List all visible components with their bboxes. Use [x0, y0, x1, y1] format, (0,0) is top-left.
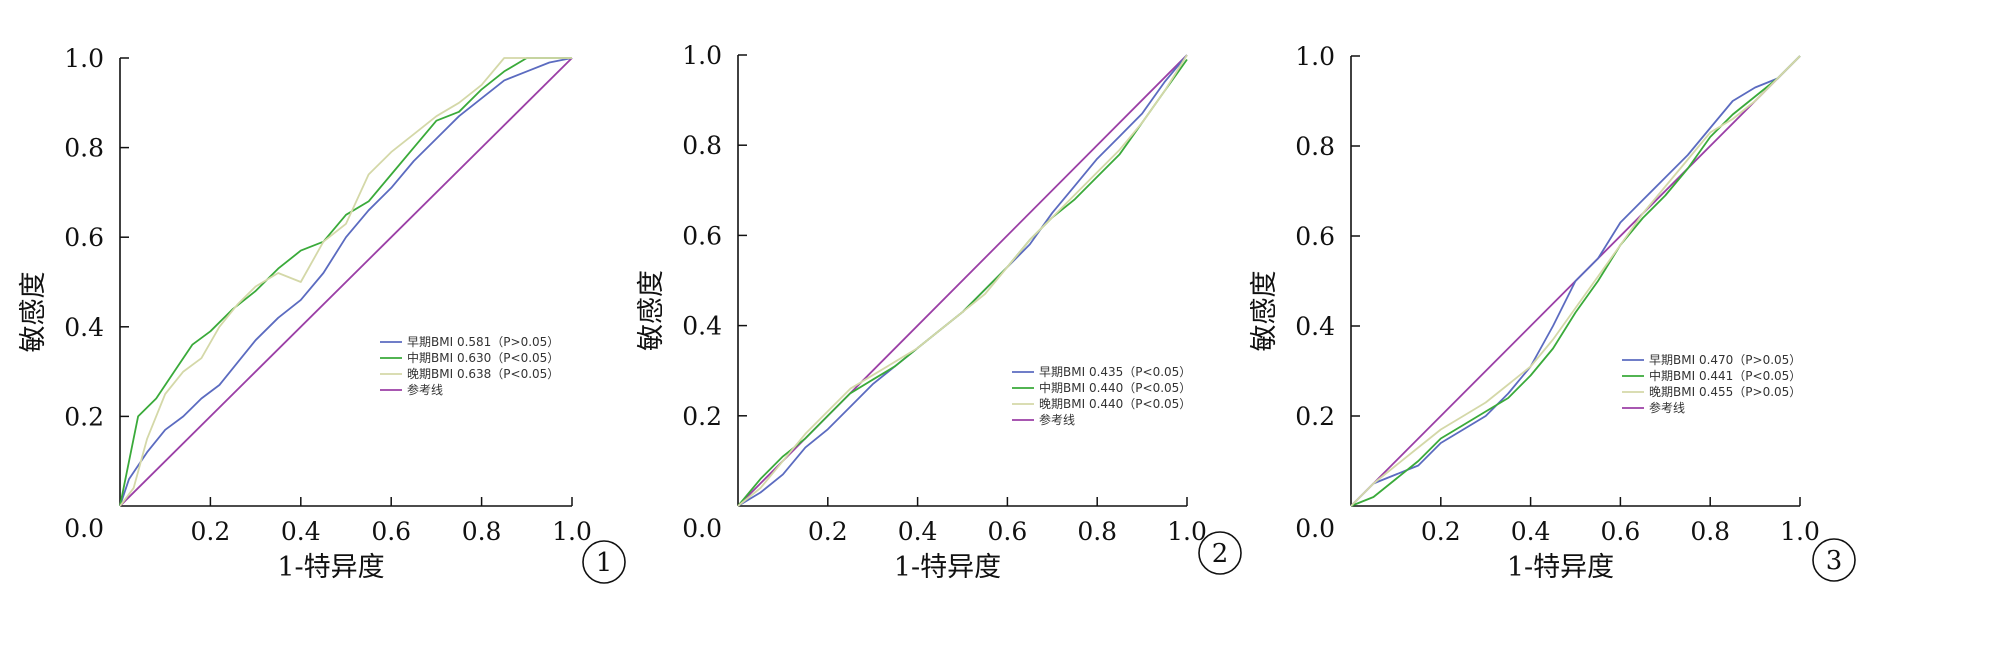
x-tick-label: 0.6	[1601, 517, 1641, 546]
y-tick-label: 0.6	[682, 221, 722, 250]
x-tick-label: 1.0	[1780, 517, 1820, 546]
x-tick-label: 0.2	[1421, 517, 1461, 546]
x-tick-label: 1.0	[552, 517, 592, 546]
chart-panel-3: 0.2 0.4 0.6 0.8 1.0 0.2 0.4 0.6 0.8 1.0 0.0 1-特异度 敏感…	[1249, 42, 1856, 583]
y-tick-label: 0.6	[64, 223, 104, 252]
badge-circle	[1812, 538, 1856, 582]
x-tick-label: 0.8	[1690, 517, 1730, 546]
legend-label: 中期BMI 0.630（P<0.05）	[407, 350, 559, 365]
chart-panel-2: 0.2 0.4 0.6 0.8 1.0 0.2 0.4 0.6 0.8 1.0 0.0 1-特异度 敏感…	[636, 41, 1242, 583]
x-tick-label: 0.8	[1077, 517, 1117, 546]
panel-number-badge: 3	[1812, 538, 1856, 582]
legend: 早期BMI 0.581（P>0.05）中期BMI 0.630（P<0.05） 晚期…	[380, 335, 559, 397]
x-axis-title: 1-特异度	[1507, 552, 1614, 583]
legend-label: 早期BMI 0.581（P>0.05）	[407, 335, 559, 349]
y-tick-label: 1.0	[682, 41, 722, 70]
y-axis-title: 敏感度	[1249, 271, 1280, 352]
legend-label: 早期BMI 0.470（P>0.05）	[1649, 353, 1801, 367]
x-tick-label: 0.2	[191, 517, 231, 546]
series-line-3	[1350, 55, 1801, 507]
legend-label: 参考线	[407, 382, 443, 397]
y-axis-title: 敏感度	[18, 272, 49, 353]
legend-label: 中期BMI 0.441（P<0.05）	[1649, 368, 1801, 383]
legend-label: 晚期BMI 0.638（P<0.05）	[407, 367, 559, 381]
legend-label: 中期BMI 0.440（P<0.05）	[1039, 380, 1191, 395]
legend-label: 晚期BMI 0.455（P>0.05）	[1649, 385, 1801, 399]
y-tick-label: 0.4	[64, 313, 104, 342]
origin-label: 0.0	[1295, 514, 1335, 543]
x-tick-label: 0.6	[371, 517, 411, 546]
x-tick-label: 0.4	[898, 517, 938, 546]
origin-label: 0.0	[64, 514, 104, 543]
y-axis-title: 敏感度	[636, 270, 667, 351]
badge-number: 1	[596, 548, 613, 578]
series-line-3	[737, 54, 1188, 507]
y-tick-label: 0.2	[64, 402, 104, 431]
y-tick-label: 0.4	[682, 312, 722, 341]
legend: 早期BMI 0.470（P>0.05）中期BMI 0.441（P<0.05） 晚期…	[1622, 353, 1801, 415]
series-line-1	[119, 57, 573, 507]
y-tick-label: 1.0	[1295, 42, 1335, 71]
y-tick-label: 0.8	[682, 131, 722, 160]
legend-label: 参考线	[1039, 412, 1075, 427]
x-tick-label: 0.2	[808, 517, 848, 546]
x-axis-title: 1-特异度	[894, 552, 1001, 583]
y-tick-label: 1.0	[64, 44, 104, 73]
y-tick-label: 0.4	[1295, 312, 1335, 341]
x-tick-label: 0.8	[462, 517, 502, 546]
y-tick-label: 0.8	[1295, 132, 1335, 161]
series-line-2	[737, 58, 1188, 507]
x-tick-label: 0.6	[988, 517, 1028, 546]
legend-label: 参考线	[1649, 400, 1685, 415]
origin-label: 0.0	[682, 514, 722, 543]
legend: 早期BMI 0.435（P<0.05）中期BMI 0.440（P<0.05） 晚期…	[1012, 365, 1191, 427]
y-tick-label: 0.6	[1295, 222, 1335, 251]
panel-number-badge: 1	[582, 540, 626, 584]
y-tick-label: 0.2	[682, 402, 722, 431]
series-line-4	[119, 57, 573, 507]
x-tick-label: 0.4	[1511, 517, 1551, 546]
x-tick-label: 1.0	[1167, 517, 1207, 546]
badge-circle	[582, 540, 626, 584]
y-tick-label: 0.2	[1295, 402, 1335, 431]
legend-label: 晚期BMI 0.440（P<0.05）	[1039, 397, 1191, 411]
chart-panel-1: 0.2 0.4 0.6 0.8 1.0 0.2 0.4 0.6 0.8 1.0 0.0 1-特异度 敏感…	[18, 44, 626, 584]
y-tick-label: 0.8	[64, 134, 104, 163]
legend-label: 早期BMI 0.435（P<0.05）	[1039, 365, 1191, 379]
badge-number: 3	[1826, 546, 1843, 576]
panel-number-badge: 2	[1198, 531, 1242, 575]
x-tick-label: 0.4	[281, 517, 321, 546]
x-axis-title: 1-特异度	[277, 552, 384, 583]
badge-circle	[1198, 531, 1242, 575]
series-line-1	[1350, 55, 1801, 507]
series-line-2	[1350, 55, 1801, 507]
badge-number: 2	[1212, 539, 1229, 569]
series-line-3	[119, 57, 572, 507]
